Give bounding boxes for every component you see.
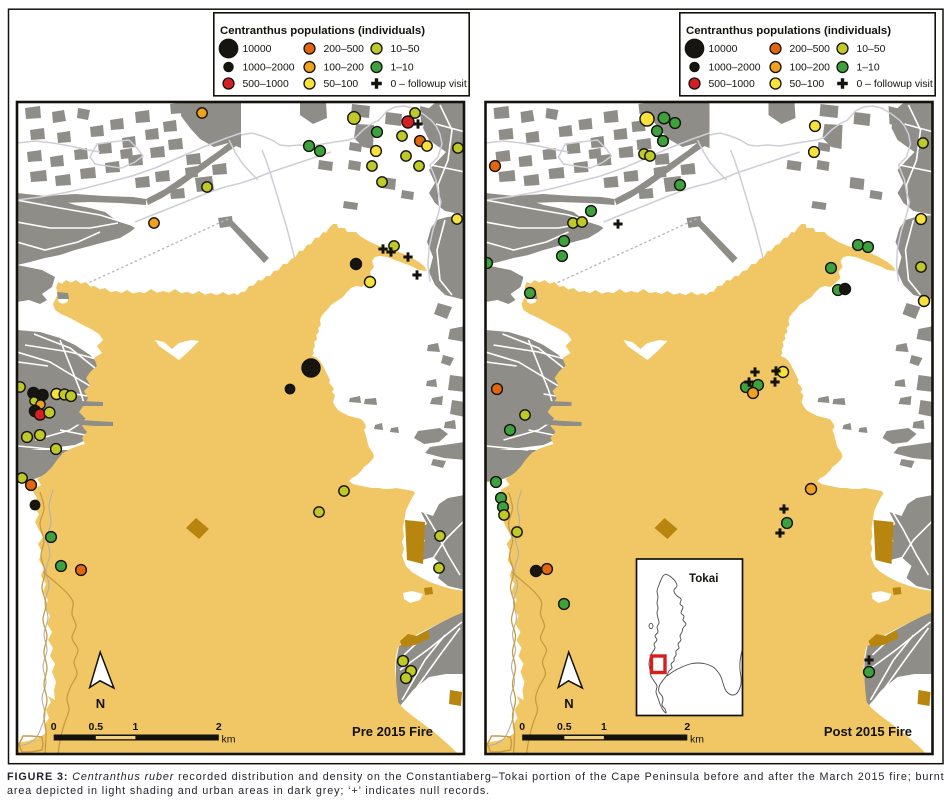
svg-text:Tokai: Tokai [689, 572, 718, 585]
svg-text:FIGURE 3: Centranthus ruber re: FIGURE 3: Centranthus ruber recorded dis… [7, 771, 945, 783]
svg-text:area depicted in light shading: area depicted in light shading and urban… [7, 785, 490, 797]
svg-text:Post 2015 Fire: Post 2015 Fire [824, 724, 912, 739]
svg-text:Pre 2015 Fire: Pre 2015 Fire [352, 724, 433, 739]
